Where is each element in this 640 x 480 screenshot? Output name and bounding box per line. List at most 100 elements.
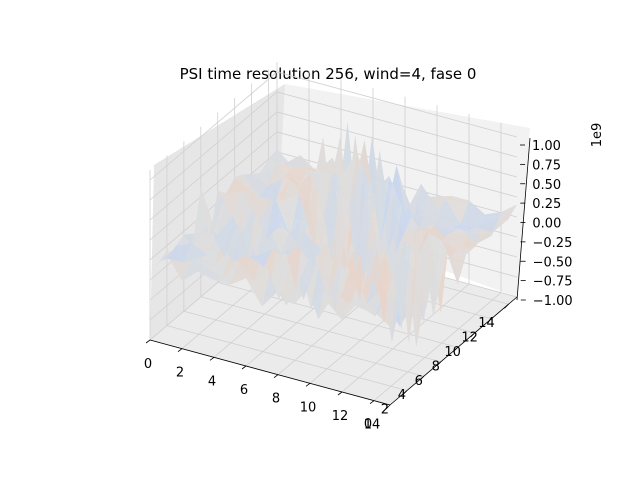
x-tick-mark (369, 400, 375, 404)
surface-facet (249, 195, 275, 240)
surface-facet (304, 226, 329, 274)
surface-facet (254, 254, 279, 300)
x-tick-mark (177, 348, 183, 352)
x-tick-label: 14 (364, 418, 381, 433)
surface-facet (425, 224, 451, 311)
surface-facet (199, 224, 225, 258)
y-tick-mark (504, 303, 509, 309)
surface-facet (225, 196, 250, 234)
surface-facet (443, 226, 469, 238)
x-tick-mark (273, 374, 279, 378)
surface-facet (424, 210, 450, 317)
surface-facet (243, 173, 268, 197)
surface-facet (450, 247, 475, 258)
y-tick-mark (453, 347, 459, 352)
z-tick-label: −0.25 (533, 236, 573, 251)
x-tick-label: 6 (240, 383, 248, 398)
surface-mesh (150, 121, 517, 348)
x-tick-label: 8 (272, 392, 280, 407)
surface-facet (348, 140, 373, 213)
surface-facet (372, 136, 397, 255)
z-offset-label: 1e9 (590, 123, 605, 148)
surface-facet (326, 293, 351, 321)
surface-facet (434, 224, 459, 258)
surface-facet (274, 193, 299, 236)
surface-facet (364, 140, 389, 243)
z-tick-label: 0.25 (532, 197, 561, 212)
surface-facet (426, 225, 452, 241)
z-tick-label: −1.00 (533, 294, 573, 309)
surface-facet (275, 176, 300, 202)
surface-facet (350, 282, 375, 317)
surface-facet (190, 257, 215, 267)
surface-facet (444, 196, 469, 224)
surface-facet (412, 183, 437, 221)
surface-facet (316, 157, 341, 176)
surface-facet (402, 230, 427, 254)
surface-facet (332, 153, 357, 213)
chart-title: PSI time resolution 256, wind=4, fase 0 (180, 65, 477, 83)
surface-facet (296, 232, 322, 265)
z-tick-label: 0.50 (532, 178, 561, 193)
surface-facet (300, 155, 325, 173)
x-tick-label: 0 (144, 357, 152, 372)
x-tick-mark (337, 391, 343, 396)
surface-facet (303, 248, 328, 300)
surface-facet (273, 222, 298, 244)
surface-facet (417, 197, 442, 317)
surface-facet (260, 159, 285, 173)
y-tick-label: 2 (381, 403, 389, 418)
z-tick-label: 1.00 (532, 139, 561, 154)
surface-facet (294, 247, 320, 309)
surface-facet (283, 164, 309, 185)
surface-facet (216, 198, 242, 235)
grid-line-z (149, 71, 518, 181)
surface-facet (222, 248, 247, 278)
surface-facet (214, 261, 239, 285)
surface-facet (452, 223, 477, 231)
surface-facet (310, 258, 336, 311)
y-tick-mark (385, 404, 391, 410)
surface-facet (209, 190, 234, 240)
grid-line-y (200, 296, 441, 363)
surface-facet (460, 200, 485, 227)
y-tick-label: 6 (415, 374, 423, 389)
y-tick-label: 8 (432, 359, 440, 374)
y-tick-label: 10 (444, 345, 461, 360)
surface-facet (385, 210, 410, 331)
surface-facet (262, 248, 288, 300)
surface-facet (208, 215, 233, 258)
surface-facet (262, 267, 287, 307)
grid-line-x (373, 292, 502, 401)
surface-facet (230, 261, 255, 285)
surface-facet (182, 259, 207, 281)
y-axis-line (389, 296, 518, 406)
x-tick-label: 10 (300, 400, 317, 415)
surface-facet (198, 266, 223, 281)
y-tick-mark (436, 361, 442, 367)
surface-facet (192, 187, 217, 247)
surface-facet (380, 165, 405, 243)
y-tick-mark (419, 375, 425, 381)
surface-facet (207, 232, 232, 262)
surface-facet (476, 212, 501, 233)
grid-line-z (149, 111, 518, 221)
x-tick-mark (241, 365, 247, 370)
surface-facet (379, 150, 405, 255)
x-tick-label: 12 (332, 409, 349, 424)
surface-facet (267, 164, 293, 186)
surface-facet (442, 232, 468, 251)
z-tick-label: 0.00 (532, 217, 561, 232)
surface-facet (395, 190, 421, 253)
surface-facet (281, 198, 307, 244)
surface-facet (404, 190, 429, 229)
grid-line-x (341, 283, 470, 393)
surface-facet (226, 177, 251, 194)
surface-facet (334, 282, 359, 304)
y-tick-label: 4 (398, 388, 406, 403)
surface-facet (451, 228, 476, 245)
surface-facet (265, 195, 291, 240)
surface-facet (259, 177, 284, 202)
z-axis-line (516, 137, 531, 301)
